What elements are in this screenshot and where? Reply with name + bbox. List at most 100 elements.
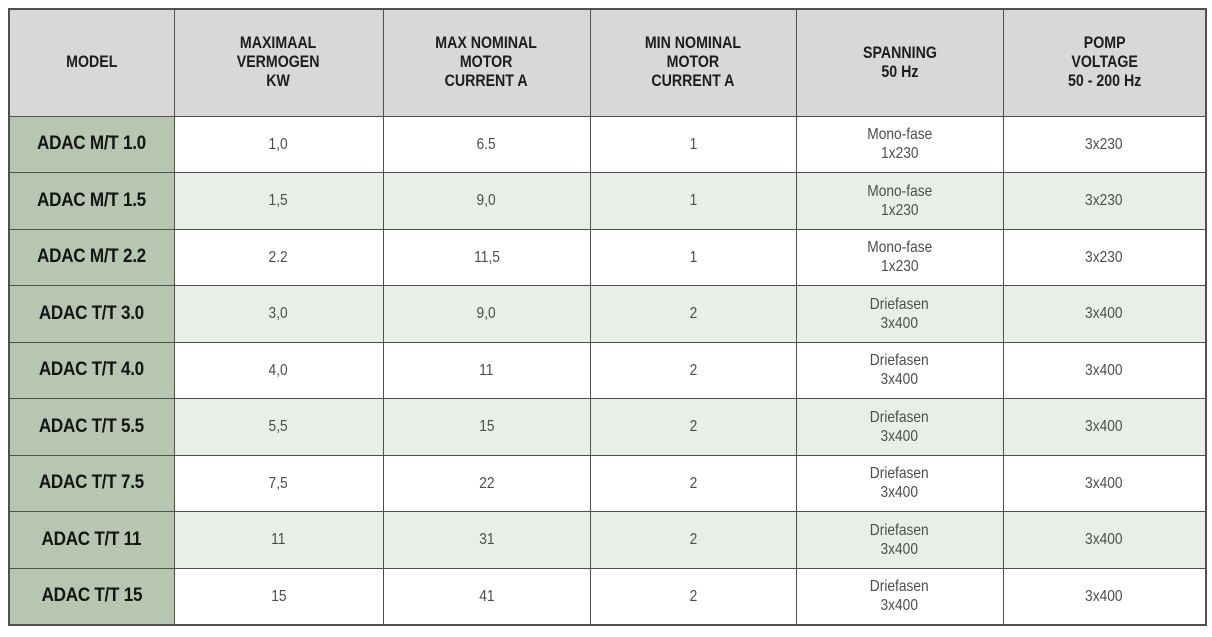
model-label: ADAC T/T 15 — [41, 585, 143, 606]
value-cell-min-current: 1 — [589, 172, 797, 230]
model-label: ADAC M/T 1.5 — [37, 189, 147, 211]
table-row: ADAC M/T 1.5 1,5 9,0 1 Mono-fase 1x230 3… — [8, 172, 1207, 230]
value-cell-max-vermogen: 7,5 — [173, 454, 384, 512]
value-cell-spanning: Mono-fase 1x230 — [795, 228, 1004, 286]
cell-value: 7,5 — [268, 474, 289, 492]
column-header-label: MAXIMAAL VERMOGEN KW — [237, 34, 320, 91]
value-cell-max-vermogen: 11 — [173, 511, 384, 569]
value-cell-max-vermogen: 15 — [173, 567, 384, 625]
column-header-max-nominal-current: MAX NOMINAL MOTOR CURRENT A — [382, 8, 591, 117]
value-cell-max-vermogen: 1,0 — [173, 115, 384, 173]
column-header-max-vermogen: MAXIMAAL VERMOGEN KW — [173, 8, 384, 117]
cell-value: Driefasen 3x400 — [870, 352, 929, 389]
model-label: ADAC M/T 2.2 — [37, 246, 147, 268]
cell-value: 15 — [478, 418, 495, 436]
table-row: ADAC T/T 15 15 41 2 Driefasen 3x400 3x40… — [8, 567, 1207, 625]
cell-value: Mono-fase 1x230 — [866, 126, 933, 163]
model-cell: ADAC T/T 7.5 — [8, 454, 175, 512]
cell-value: 3x400 — [1085, 531, 1123, 549]
value-cell-max-vermogen: 2.2 — [173, 228, 384, 286]
cell-value: Driefasen 3x400 — [870, 295, 929, 332]
cell-value: 3x230 — [1085, 248, 1123, 266]
value-cell-min-current: 2 — [589, 511, 797, 569]
cell-value: 1 — [689, 135, 697, 153]
model-label: ADAC T/T 7.5 — [39, 472, 145, 494]
value-cell-pomp-voltage: 3x400 — [1002, 398, 1207, 456]
cell-value: 11 — [479, 361, 494, 379]
value-cell-max-vermogen: 3,0 — [173, 285, 384, 343]
cell-value: 9,0 — [476, 192, 497, 210]
column-header-label: SPANNING 50 Hz — [862, 43, 937, 81]
table-body: ADAC M/T 1.0 1,0 6.5 1 Mono-fase 1x230 3… — [8, 115, 1207, 625]
cell-value: 9,0 — [476, 305, 497, 323]
value-cell-pomp-voltage: 3x400 — [1002, 285, 1207, 343]
value-cell-pomp-voltage: 3x400 — [1002, 511, 1207, 569]
value-cell-max-vermogen: 5,5 — [173, 398, 384, 456]
table-row: ADAC T/T 5.5 5,5 15 2 Driefasen 3x400 3x… — [8, 398, 1207, 456]
cell-value: Mono-fase 1x230 — [866, 239, 933, 276]
model-cell: ADAC T/T 11 — [8, 511, 175, 569]
cell-value: 31 — [478, 531, 495, 549]
column-header-label: MIN NOMINAL MOTOR CURRENT A — [644, 34, 742, 91]
value-cell-pomp-voltage: 3x230 — [1002, 172, 1207, 230]
model-cell: ADAC T/T 3.0 — [8, 285, 175, 343]
cell-value: Driefasen 3x400 — [870, 578, 929, 614]
value-cell-max-vermogen: 1,5 — [173, 172, 384, 230]
value-cell-min-current: 1 — [589, 115, 797, 173]
value-cell-min-current: 2 — [589, 398, 797, 456]
cell-value: 11,5 — [473, 248, 500, 266]
cell-value: 1,0 — [268, 135, 289, 153]
cell-value: 1 — [689, 248, 697, 266]
value-cell-spanning: Driefasen 3x400 — [795, 285, 1004, 343]
cell-value: 5,5 — [268, 418, 289, 436]
cell-value: 3x400 — [1085, 474, 1123, 492]
model-label: ADAC T/T 4.0 — [39, 359, 145, 381]
value-cell-min-current: 2 — [589, 285, 797, 343]
column-header-label: MAX NOMINAL MOTOR CURRENT A — [435, 34, 538, 91]
header-row: MODEL MAXIMAAL VERMOGEN KW MAX NOMINAL M… — [8, 8, 1207, 117]
pump-specifications-table: MODEL MAXIMAAL VERMOGEN KW MAX NOMINAL M… — [8, 8, 1207, 626]
table-row: ADAC T/T 4.0 4,0 11 2 Driefasen 3x400 3x… — [8, 341, 1207, 399]
table-row: ADAC T/T 7.5 7,5 22 2 Driefasen 3x400 3x… — [8, 454, 1207, 512]
model-cell: ADAC M/T 1.0 — [8, 115, 175, 173]
value-cell-min-current: 2 — [589, 341, 797, 399]
value-cell-max-current: 6.5 — [382, 115, 591, 173]
cell-value: 3x400 — [1085, 587, 1123, 605]
table-header: MODEL MAXIMAAL VERMOGEN KW MAX NOMINAL M… — [8, 8, 1207, 117]
column-header-min-nominal-current: MIN NOMINAL MOTOR CURRENT A — [589, 8, 797, 117]
model-label: ADAC T/T 5.5 — [39, 415, 145, 437]
value-cell-pomp-voltage: 3x400 — [1002, 341, 1207, 399]
cell-value: 2 — [689, 474, 697, 492]
cell-value: 3x230 — [1085, 135, 1123, 153]
value-cell-max-vermogen: 4,0 — [173, 341, 384, 399]
value-cell-max-current: 41 — [382, 567, 591, 625]
column-header-label: MODEL — [66, 53, 118, 72]
table-row: ADAC M/T 1.0 1,0 6.5 1 Mono-fase 1x230 3… — [8, 115, 1207, 173]
cell-value: 6.5 — [476, 135, 497, 153]
value-cell-max-current: 9,0 — [382, 285, 591, 343]
cell-value: 4,0 — [268, 361, 289, 379]
model-label: ADAC M/T 1.0 — [37, 133, 147, 155]
column-header-label: POMP VOLTAGE 50 - 200 Hz — [1067, 34, 1141, 91]
table-row: ADAC T/T 3.0 3,0 9,0 2 Driefasen 3x400 3… — [8, 285, 1207, 343]
value-cell-min-current: 2 — [589, 567, 797, 625]
column-header-model: MODEL — [8, 8, 175, 117]
cell-value: Driefasen 3x400 — [870, 408, 929, 445]
cell-value: 11 — [271, 531, 286, 549]
cell-value: 2 — [689, 531, 697, 549]
column-header-spanning: SPANNING 50 Hz — [795, 8, 1004, 117]
value-cell-spanning: Mono-fase 1x230 — [795, 115, 1004, 173]
value-cell-max-current: 9,0 — [382, 172, 591, 230]
cell-value: 1 — [689, 192, 697, 210]
value-cell-max-current: 15 — [382, 398, 591, 456]
value-cell-pomp-voltage: 3x400 — [1002, 454, 1207, 512]
cell-value: 2 — [689, 587, 697, 605]
value-cell-max-current: 11 — [382, 341, 591, 399]
cell-value: Mono-fase 1x230 — [866, 182, 933, 219]
cell-value: Driefasen 3x400 — [870, 521, 929, 558]
value-cell-spanning: Driefasen 3x400 — [795, 398, 1004, 456]
table-row: ADAC T/T 11 11 31 2 Driefasen 3x400 3x40… — [8, 511, 1207, 569]
cell-value: 3x400 — [1085, 361, 1123, 379]
cell-value: 15 — [270, 587, 287, 605]
value-cell-max-current: 31 — [382, 511, 591, 569]
